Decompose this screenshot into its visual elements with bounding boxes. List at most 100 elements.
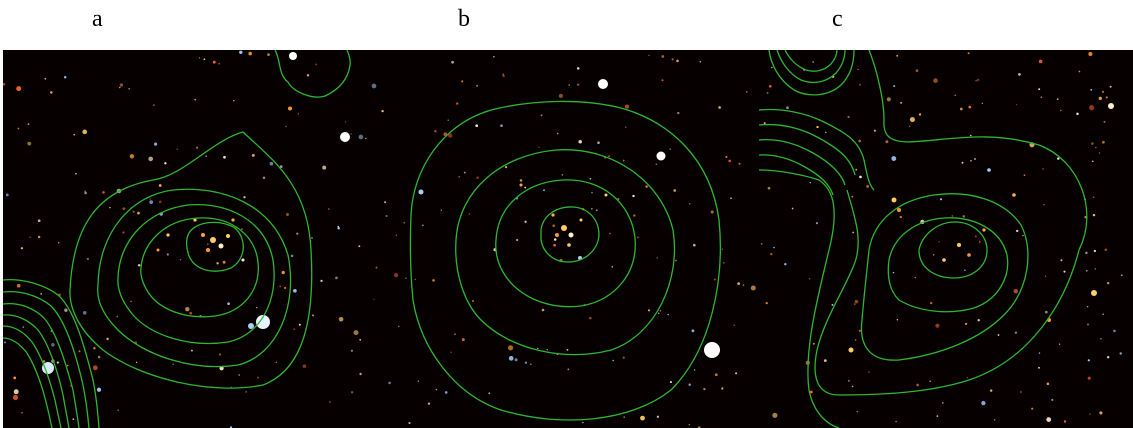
background-star xyxy=(561,174,563,176)
background-star xyxy=(640,415,645,421)
background-star xyxy=(327,208,330,210)
background-star xyxy=(16,86,22,92)
background-star xyxy=(676,59,679,63)
background-star xyxy=(359,338,362,341)
background-star xyxy=(993,419,996,421)
panel-c-image xyxy=(759,50,1133,428)
background-star xyxy=(84,191,87,195)
background-star xyxy=(692,243,696,247)
panel-b-image xyxy=(381,50,759,428)
background-star xyxy=(82,129,88,135)
background-star xyxy=(591,191,593,194)
background-star xyxy=(434,130,437,133)
background-star xyxy=(976,78,980,82)
background-star xyxy=(296,232,299,235)
background-star xyxy=(476,84,479,87)
background-star xyxy=(725,155,728,158)
background-star xyxy=(669,381,672,384)
background-star xyxy=(1063,420,1067,423)
background-star xyxy=(468,213,471,215)
background-star xyxy=(218,353,222,356)
background-star xyxy=(768,84,772,88)
background-star xyxy=(742,284,745,286)
background-star xyxy=(617,198,620,200)
background-star xyxy=(198,57,201,59)
background-star xyxy=(1056,98,1059,100)
background-star xyxy=(935,323,940,328)
background-star xyxy=(885,140,889,144)
background-star xyxy=(353,330,359,336)
background-star xyxy=(245,391,247,393)
background-star xyxy=(760,242,763,245)
background-star xyxy=(1088,51,1093,57)
background-star xyxy=(475,124,479,128)
background-star xyxy=(933,78,938,83)
background-star xyxy=(951,215,954,217)
background-star xyxy=(73,133,76,136)
background-star xyxy=(858,139,862,143)
background-star xyxy=(723,262,725,264)
background-star xyxy=(137,211,140,215)
background-star xyxy=(384,201,387,204)
background-star xyxy=(656,257,658,259)
background-star xyxy=(688,383,691,386)
background-star xyxy=(541,308,545,312)
background-star xyxy=(1046,382,1050,386)
background-star xyxy=(233,100,235,102)
background-star xyxy=(553,243,556,247)
background-star xyxy=(350,133,352,135)
background-star xyxy=(595,209,598,212)
background-star xyxy=(44,77,47,80)
background-star xyxy=(335,276,338,280)
background-star xyxy=(488,392,491,395)
background-star xyxy=(1038,366,1040,369)
background-star xyxy=(344,121,347,123)
background-star xyxy=(893,85,896,88)
background-star xyxy=(63,75,67,79)
background-star xyxy=(578,139,582,144)
background-star xyxy=(1060,109,1062,112)
background-star xyxy=(691,329,695,333)
background-star xyxy=(746,91,748,93)
background-star xyxy=(733,324,736,327)
background-star xyxy=(1120,274,1123,277)
background-star xyxy=(848,380,850,382)
background-star xyxy=(350,391,354,394)
background-star xyxy=(58,242,60,244)
background-star xyxy=(671,58,674,61)
background-star xyxy=(440,209,442,211)
background-star xyxy=(502,73,504,76)
background-star xyxy=(566,349,569,351)
background-star xyxy=(661,55,665,58)
background-star xyxy=(1091,142,1094,145)
background-star xyxy=(223,155,226,159)
background-star xyxy=(51,343,55,347)
background-star xyxy=(693,369,696,371)
panel-b-stars xyxy=(381,54,756,428)
background-star xyxy=(1060,259,1063,262)
background-star xyxy=(394,273,399,278)
background-star xyxy=(558,93,563,98)
background-star xyxy=(1101,90,1105,93)
background-star xyxy=(102,191,105,194)
background-star xyxy=(500,124,503,127)
background-star xyxy=(1103,120,1106,123)
background-star xyxy=(589,316,592,320)
background-star xyxy=(568,84,570,86)
background-star xyxy=(1091,160,1094,163)
background-star xyxy=(1113,329,1116,333)
background-star xyxy=(29,236,32,239)
background-star xyxy=(350,349,354,352)
background-star xyxy=(675,259,677,262)
background-star xyxy=(962,215,965,218)
background-star xyxy=(857,68,859,71)
background-star xyxy=(293,328,296,330)
background-star xyxy=(970,159,972,162)
background-star xyxy=(286,213,289,216)
background-star xyxy=(50,91,53,94)
panel-a-contours xyxy=(3,50,351,428)
background-star xyxy=(737,282,740,285)
background-star xyxy=(1104,248,1108,252)
background-star xyxy=(699,60,702,63)
panel-b-field xyxy=(381,54,756,428)
